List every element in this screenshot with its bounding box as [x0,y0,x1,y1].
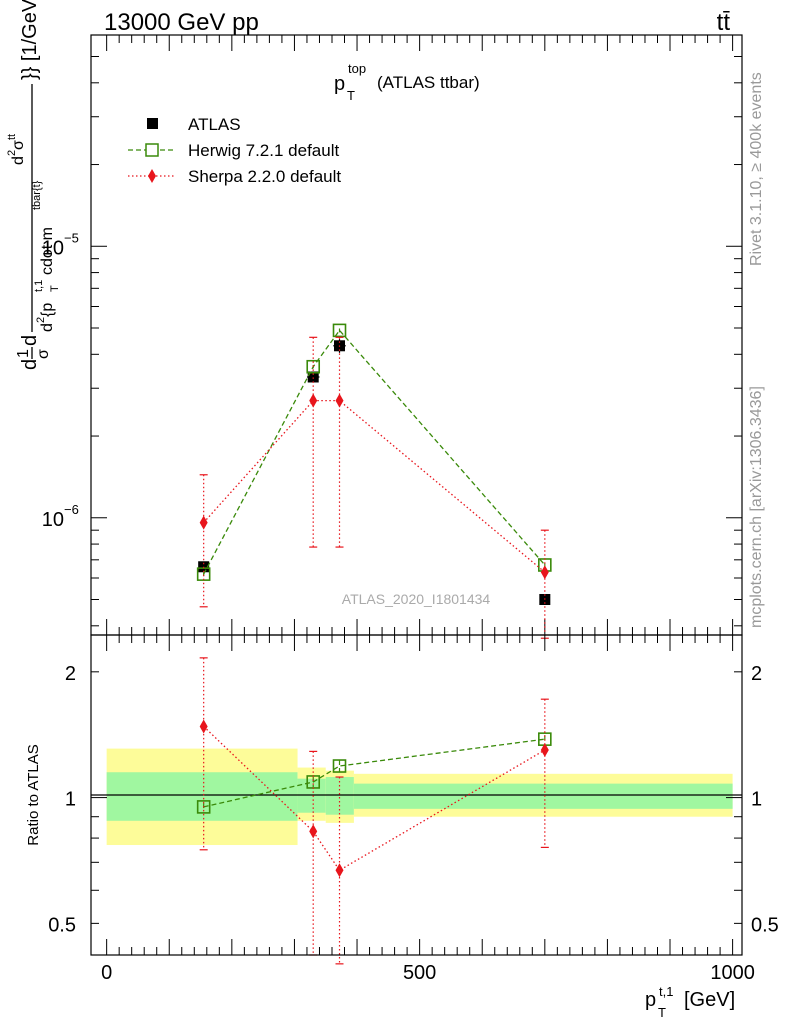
x-tick-labels: 0 500 1000 [101,962,755,984]
ylabel-den-p: {p [39,303,56,317]
legend-herwig-marker [145,143,159,157]
main-axis-ticks [91,35,742,635]
ylabel-den-rest: cdot m [39,227,56,275]
x-tick-label: 500 [403,962,436,984]
ylabel-d1: d [19,359,41,370]
main-y-tick-labels: 10−510−6 [42,230,79,530]
legend-item-herwig: Herwig 7.2.1 default [128,141,339,160]
legend-atlas-label: ATLAS [188,115,241,134]
ratio-y-tick-label: 1 [65,789,76,811]
header-right: tt̄ [717,9,731,36]
ylabel-den-rest-sup: tbar{t} [31,180,43,210]
sherpa-ratio-point [335,863,344,878]
plot-title-sub: T [347,88,355,103]
mcplots-credit-text: mcplots.cern.ch [arXiv:1306.3436] [748,386,765,628]
ratio-y-tick-label-right: 2 [751,663,762,685]
sherpa-line [203,400,546,573]
ylabel-num-sigma: σ [10,140,27,150]
legend-atlas-marker [147,118,158,129]
ylabel-d2: d [19,335,41,346]
ratio-axis-ticks [91,635,742,955]
y-axis-label: d 1 σ d d 2 σ tt d 2 {p T t,1 cdot m tba… [6,0,61,370]
y-tick-label-exponent: −5 [64,230,79,245]
ylabel-frac1-den: σ [35,349,52,359]
legend: ATLAS Herwig 7.2.1 default Sherpa 2.2.0 … [128,115,341,186]
ratio-y-axis-label: Ratio to ATLAS [25,744,42,845]
ratio-y-tick-label: 0.5 [48,914,76,936]
plot-title-sup: top [348,61,366,76]
sherpa-point [540,565,549,580]
herwig-point [332,323,347,338]
x-tick-label: 0 [101,962,112,984]
ratio-frame [90,634,743,956]
herwig-ratio-line [203,738,545,808]
ylabel-num-d: d [10,156,27,165]
sherpa-ratio-point [199,719,208,734]
ylabel-den-p-sup: t,1 [33,280,45,292]
ylabel-den-sup: 2 [35,317,47,323]
herwig-ratio-point [196,800,211,814]
ratio-panel: 0.5 0.5 1 1 2 2 0 500 1000 Ratio to ATLAS p T t… [25,634,779,1020]
legend-sherpa-label: Sherpa 2.2.0 default [188,167,341,186]
plot-title: p top T (ATLAS ttbar) [334,61,480,103]
ratio-series-layer [196,657,552,965]
ylabel-num-sup: 2 [6,150,18,156]
sherpa-point [309,393,318,408]
xlabel-sub: T [658,1005,666,1020]
sherpa-point [335,393,344,408]
x-tick-label: 1000 [710,962,755,984]
band-inner [353,783,733,809]
analysis-watermark: ATLAS_2020_I1801434 [342,591,491,607]
ylabel-frac1-num: 1 [15,349,32,358]
herwig-point [306,359,321,374]
x-axis-label: p T t,1 [GeV] [645,984,735,1020]
sherpa-ratio-point [309,824,318,839]
plot-title-text: (ATLAS ttbar) [377,73,480,92]
main-panel: p top T (ATLAS ttbar) d 1 σ d d 2 σ tt d… [6,0,743,639]
legend-sherpa-marker [148,169,156,183]
main-series-layer [196,323,552,639]
y-tick-label-base: 10 [42,509,64,531]
sherpa-ratio-point [540,742,549,757]
xlabel-sup: t,1 [659,984,673,999]
legend-herwig-label: Herwig 7.2.1 default [188,141,339,160]
y-tick-label-base: 10 [42,237,64,259]
legend-item-atlas: ATLAS [147,115,241,134]
header-left: 13000 GeV pp [104,9,259,36]
plot-title-main: p [334,73,345,95]
ylabel-den-p-sub: T [49,285,61,292]
xlabel-main: p [645,989,656,1011]
legend-item-sherpa: Sherpa 2.2.0 default [128,167,341,186]
y-tick-label-exponent: −6 [64,502,79,517]
ratio-y-tick-label-right: 1 [751,789,762,811]
herwig-line [203,329,546,575]
atlas-point [307,371,319,383]
ylabel-tail: }} [1/GeV [19,0,41,80]
atlas-point [198,561,210,573]
band-inner [325,777,354,815]
ratio-y-tick-label-right: 0.5 [751,914,779,936]
ratio-uncertainty-bands [106,748,733,846]
herwig-ratio-point [332,759,347,773]
sherpa-point [199,515,208,530]
ratio-y-tick-label: 2 [65,663,76,685]
ylabel-den-d: d [39,323,56,332]
rivet-version-text: Rivet 3.1.10, ≥ 400k events [748,72,765,266]
xlabel-unit: [GeV] [684,989,735,1011]
ylabel-num-sigma-sup: tt [6,134,18,140]
band-inner [297,778,326,813]
ratio-y-tick-labels: 0.5 0.5 1 1 2 2 [48,663,779,937]
